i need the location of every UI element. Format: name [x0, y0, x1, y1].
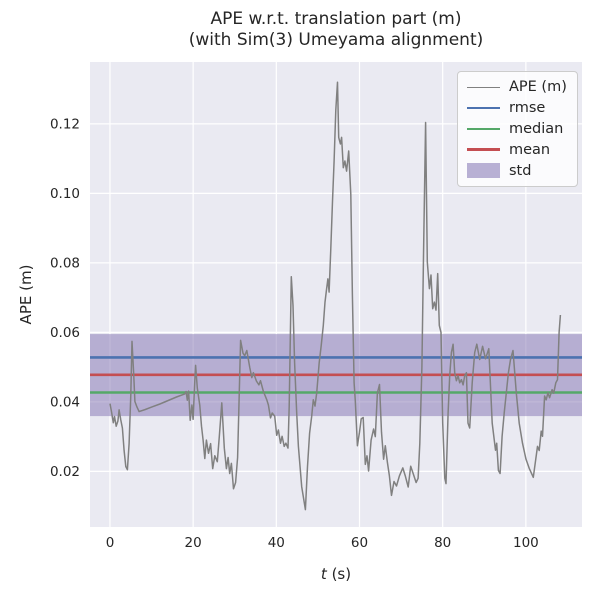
x-tick-label: 20: [185, 535, 202, 551]
legend-swatch-icon: [467, 148, 500, 152]
legend-item-label: mean: [509, 141, 551, 158]
x-tick-labels: 0 20 40 60 80 100: [106, 535, 539, 551]
x-tick-label: 100: [513, 535, 539, 551]
y-tick-label: 0.04: [50, 395, 80, 411]
stat-lines: [90, 356, 582, 394]
legend-item-rmse: rmse: [467, 98, 568, 119]
x-tick-label: 0: [106, 535, 115, 551]
x-tick-label: 80: [434, 535, 451, 551]
legend-swatch-icon: [467, 106, 500, 110]
y-tick-label: 0.06: [50, 325, 80, 341]
y-tick-label: 0.02: [50, 464, 80, 480]
legend-item-label: rmse: [509, 100, 546, 117]
legend-item-std: std: [467, 160, 568, 181]
chart-title: APE w.r.t. translation part (m) (with Si…: [90, 9, 582, 51]
y-tick-label: 0.12: [50, 117, 80, 133]
legend-item-mean: mean: [467, 139, 568, 160]
x-axis-label: t (s): [321, 565, 351, 583]
legend-swatch-icon: [467, 163, 500, 179]
legend-swatch-icon: [467, 127, 500, 131]
legend-item-label: std: [509, 162, 532, 179]
legend-swatch-icon: [467, 86, 500, 89]
legend-item-ape-m-: APE (m): [467, 77, 568, 98]
y-tick-label: 0.10: [50, 186, 80, 202]
chart-title-line1: APE w.r.t. translation part (m): [210, 9, 462, 29]
y-axis-label: APE (m): [17, 265, 35, 325]
x-tick-label: 40: [268, 535, 285, 551]
chart-title-line2: (with Sim(3) Umeyama alignment): [188, 30, 484, 50]
legend: APE (m) rmse median mean std: [457, 71, 578, 187]
ape-line: [109, 81, 562, 511]
legend-item-median: median: [467, 119, 568, 140]
y-tick-labels: 0.02 0.04 0.06 0.08 0.10 0.12: [50, 117, 80, 481]
y-tick-label: 0.08: [50, 256, 80, 272]
legend-item-label: APE (m): [509, 79, 567, 96]
legend-item-label: median: [509, 120, 564, 137]
x-tick-label: 60: [351, 535, 368, 551]
